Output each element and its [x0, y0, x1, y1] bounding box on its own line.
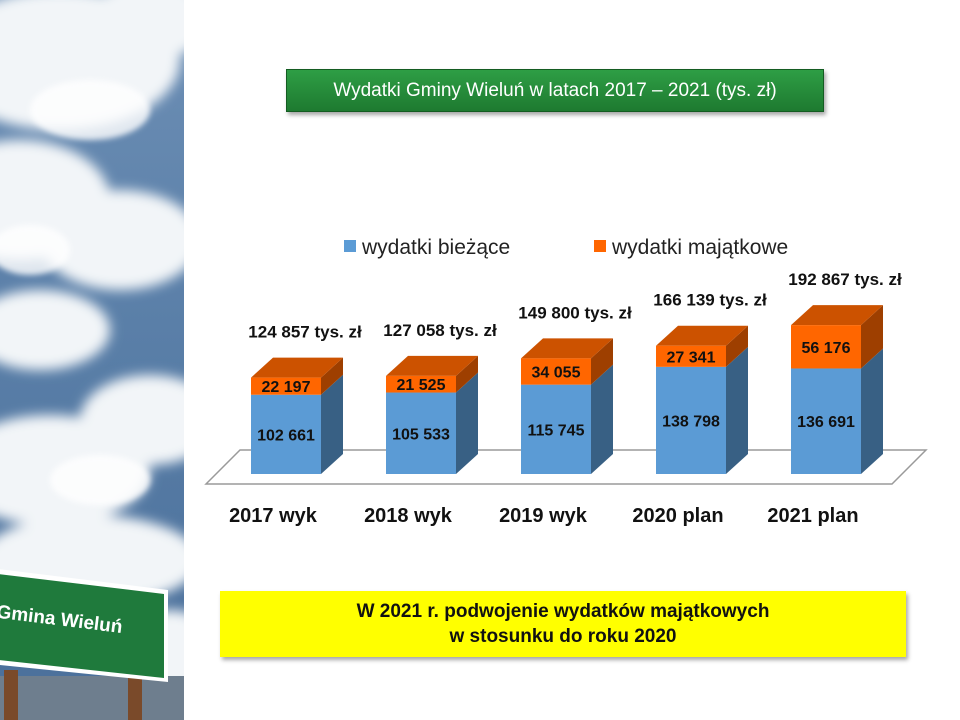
bar-side — [861, 348, 883, 474]
bar-top — [386, 355, 478, 376]
bar-front — [656, 345, 726, 367]
category-label-2: 2018 wyk — [364, 505, 453, 527]
legend-label-1: wydatki bieżące — [361, 236, 510, 259]
data-label-biezace-1: 102 661 — [257, 427, 315, 444]
bar-front — [386, 375, 456, 393]
chart-title: Wydatki Gminy Wieluń w latach 2017 – 202… — [333, 80, 777, 101]
bar-side — [321, 374, 343, 474]
bar-majatkowe-1 — [251, 357, 343, 395]
bar-biezace-1 — [251, 374, 343, 474]
bar-majatkowe-4 — [656, 325, 748, 367]
category-label-5: 2021 plan — [767, 505, 858, 527]
summary-note: W 2021 r. podwojenie wydatków majątkowyc… — [220, 591, 906, 657]
bar-front — [251, 377, 321, 395]
bar-majatkowe-5 — [791, 305, 883, 369]
bar-side — [726, 325, 748, 367]
bar-side — [321, 357, 343, 395]
bar-biezace-3 — [521, 364, 613, 474]
bar-side — [591, 338, 613, 385]
bars: 102 661 22 197 124 857 tys. zł 105 533 21 52… — [248, 270, 902, 474]
bar-side — [861, 305, 883, 369]
data-label-majatkowe-4: 27 341 — [667, 349, 716, 366]
bar-front — [791, 368, 861, 474]
category-label-3: 2019 wyk — [499, 505, 588, 527]
bar-front — [656, 366, 726, 474]
bar-front — [251, 394, 321, 474]
data-label-biezace-5: 136 691 — [797, 414, 855, 431]
total-label-5: 192 867 tys. zł — [788, 270, 902, 289]
category-label-1: 2017 wyk — [229, 505, 318, 527]
total-label-3: 149 800 tys. zł — [518, 303, 632, 322]
road-sign — [0, 569, 168, 720]
chart-title-box: Wydatki Gminy Wieluń w latach 2017 – 202… — [286, 69, 824, 112]
data-label-majatkowe-2: 21 525 — [397, 377, 446, 394]
total-label-4: 166 139 tys. zł — [653, 291, 767, 310]
summary-note-line2: w stosunku do roku 2020 — [449, 626, 677, 647]
sky-background: Gmina Wieluń — [0, 0, 184, 720]
bar-side — [456, 372, 478, 474]
data-label-majatkowe-5: 56 176 — [802, 340, 851, 357]
data-label-majatkowe-1: 22 197 — [262, 379, 311, 396]
bar-majatkowe-3 — [521, 338, 613, 385]
category-label-4: 2020 plan — [632, 505, 723, 527]
summary-note-line1: W 2021 r. podwojenie wydatków majątkowyc… — [356, 601, 770, 622]
bar-biezace-2 — [386, 372, 478, 474]
total-label-1: 124 857 tys. zł — [248, 323, 362, 342]
bar-majatkowe-2 — [386, 355, 478, 393]
bar-biezace-4 — [656, 346, 748, 474]
bar-front — [521, 384, 591, 474]
bar-top — [521, 338, 613, 359]
bar-side — [456, 355, 478, 393]
stacked-bar-chart: wydatki bieżące wydatki majątkowe 102 661… — [204, 236, 928, 527]
bar-top — [656, 325, 748, 346]
bar-front — [521, 358, 591, 385]
legend-swatch-1 — [344, 240, 356, 252]
legend-label-2: wydatki majątkowe — [611, 236, 788, 259]
data-label-biezace-3: 115 745 — [528, 422, 585, 439]
category-labels: 2017 wyk 2018 wyk 2019 wyk 2020 plan 2021 pl… — [229, 505, 859, 527]
total-label-2: 127 058 tys. zł — [383, 321, 497, 340]
bar-biezace-5 — [791, 348, 883, 474]
legend: wydatki bieżące wydatki majątkowe — [344, 236, 788, 259]
bar-front — [386, 392, 456, 474]
bar-side — [726, 346, 748, 474]
bar-top — [251, 357, 343, 378]
bar-front — [791, 325, 861, 369]
bar-side — [591, 364, 613, 474]
data-label-biezace-4: 138 798 — [662, 413, 720, 430]
data-label-biezace-2: 105 533 — [392, 426, 450, 443]
legend-swatch-2 — [594, 240, 606, 252]
bar-top — [791, 305, 883, 326]
data-label-majatkowe-3: 34 055 — [532, 364, 581, 381]
